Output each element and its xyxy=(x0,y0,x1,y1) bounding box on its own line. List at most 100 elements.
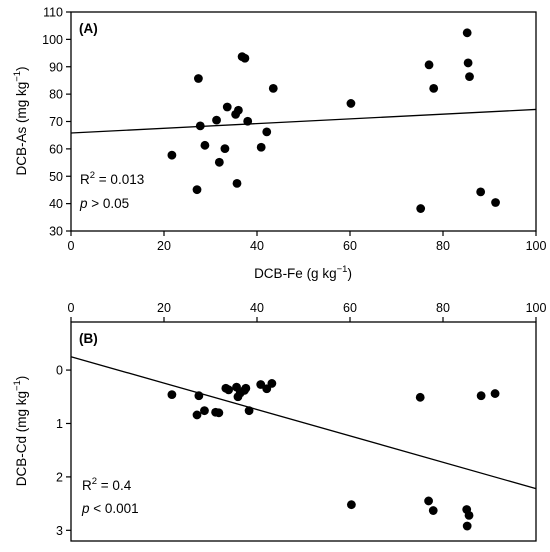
panel-b-ylabel-sup: −1 xyxy=(12,380,23,391)
panel-b-data-point xyxy=(224,385,234,395)
panel-b-x-ticks: 0 20 40 60 80 100 xyxy=(68,301,547,322)
panel-b-data-point xyxy=(192,410,202,420)
panel-a-data-point xyxy=(200,140,210,150)
panel-a-data-point xyxy=(256,142,266,152)
panel-a-data-point xyxy=(167,150,177,160)
panel-a-fit-line xyxy=(70,108,537,134)
panel-a-data-point xyxy=(220,144,230,154)
panel-b-x-tick-label: 20 xyxy=(157,301,171,315)
panel-b-r2-sup: 2 xyxy=(92,476,97,487)
panel-b-data-point xyxy=(424,496,433,506)
panel-a-x-tick-label: 100 xyxy=(526,239,547,253)
panel-a-data-point xyxy=(476,187,486,197)
panel-a-r2-sup: 2 xyxy=(90,170,95,181)
panel-a-y-tick-label: 60 xyxy=(49,142,63,156)
panel-b-data-point xyxy=(346,500,356,510)
panel-a-data-point xyxy=(194,74,203,83)
panel-a-r2-annotation: R2 = 0.013 xyxy=(80,170,144,187)
panel-a-data-point xyxy=(346,99,356,108)
panel-b-y-tick-label: 3 xyxy=(56,524,63,538)
panel-a-data-point xyxy=(465,72,474,82)
panel-b-data-point xyxy=(200,406,209,416)
panel-b-data-point xyxy=(464,510,474,520)
panel-a-x-tick-label: 60 xyxy=(343,239,357,253)
panel-b-y-tick-label: 0 xyxy=(56,364,63,378)
panel-a-data-point xyxy=(240,53,250,63)
panel-a-data-point xyxy=(268,83,278,93)
panel-a-xlabel-main: DCB-Fe (g kg xyxy=(254,266,337,281)
panel-b-x-tick-label: 100 xyxy=(526,301,547,315)
panel-b-ylabel-end: ) xyxy=(14,376,29,381)
panel-b-p-text: < 0.001 xyxy=(90,501,139,516)
panel-b-y-ticks: 0 1 2 3 xyxy=(56,364,71,538)
panel-a-x-axis-label: DCB-Fe (g kg−1) xyxy=(254,264,352,281)
panel-a-data-point xyxy=(491,198,500,207)
panel-a-data-point xyxy=(222,102,232,112)
panel-a-y-tick-label: 110 xyxy=(43,6,63,20)
panel-a-p-symbol: p xyxy=(79,196,88,211)
panel-a-y-tick-label: 50 xyxy=(49,170,63,184)
panel-a-points xyxy=(167,28,500,213)
panel-a-data-point xyxy=(192,185,202,195)
panel-a-ylabel-sup: −1 xyxy=(12,71,23,82)
panel-a-data-point xyxy=(424,60,434,70)
panel-a-data-point xyxy=(212,115,221,125)
panel-b-r2-prefix: R xyxy=(82,478,92,493)
panel-a-label: (A) xyxy=(79,21,98,36)
panel-b-x-tick-label: 80 xyxy=(436,301,450,315)
panel-a-data-point xyxy=(234,105,243,115)
panel-a-y-tick-label: 40 xyxy=(49,197,63,211)
panel-b-data-point xyxy=(415,392,425,402)
panel-a-ylabel-end: ) xyxy=(14,66,29,71)
panel-b-y-tick-label: 2 xyxy=(56,470,63,484)
panel-a-x-tick-label: 80 xyxy=(436,239,450,253)
panel-a-x-ticks: 0 20 40 60 80 100 xyxy=(68,231,547,253)
panel-b-data-point xyxy=(428,506,438,515)
panel-b-fit-line xyxy=(70,356,537,490)
panel-b-y-axis-label: DCB-Cd (mg kg−1) xyxy=(12,376,29,487)
panel-a-data-point xyxy=(232,178,242,188)
panel-b-ylabel-main: DCB-Cd (mg kg xyxy=(14,391,29,486)
panel-a-x-tick-label: 40 xyxy=(250,239,264,253)
panel-b-data-point xyxy=(476,391,486,401)
panel-b-label: (B) xyxy=(79,331,98,346)
panel-a-y-tick-label: 70 xyxy=(49,115,63,129)
panel-b-data-point xyxy=(267,379,277,388)
panel-a-x-tick-label: 20 xyxy=(157,239,171,253)
panel-a-data-point xyxy=(463,58,473,68)
panel-a-data-point xyxy=(214,157,224,167)
panel-b-p-symbol: p xyxy=(81,501,90,516)
panel-a-y-tick-label: 100 xyxy=(42,33,63,47)
panel-a-r2-prefix: R xyxy=(80,172,90,187)
panel-a-data-point xyxy=(429,83,439,93)
panel-b-data-point xyxy=(490,389,500,398)
panel-a-data-point xyxy=(262,127,272,137)
panel-a-y-ticks: 30 40 50 60 70 80 90 100 110 xyxy=(42,6,71,239)
panel-a-ylabel-main: DCB-As (mg kg xyxy=(14,82,29,176)
panel-a-xlabel-sup: −1 xyxy=(337,264,348,275)
panel-b-data-point xyxy=(167,390,177,400)
panel-a: 0 20 40 60 80 100 30 40 50 60 70 80 90 100 110 (A) R2… xyxy=(12,6,546,282)
panel-b-data-point xyxy=(462,521,472,531)
panel-a-xlabel-end: ) xyxy=(347,266,352,281)
panel-a-r2-value: = 0.013 xyxy=(95,172,144,187)
panel-a-y-axis-label: DCB-As (mg kg−1) xyxy=(12,66,29,175)
panel-b-points xyxy=(167,379,500,531)
panel-a-y-tick-label: 80 xyxy=(49,88,63,102)
panel-b-x-tick-label: 0 xyxy=(68,301,75,315)
panel-b-r2-value: = 0.4 xyxy=(97,478,132,493)
panel-b-y-tick-label: 1 xyxy=(56,417,63,431)
panel-b-r2-annotation: R2 = 0.4 xyxy=(82,476,132,493)
panel-b-data-point xyxy=(214,408,224,418)
panel-b-data-point xyxy=(241,383,251,393)
panel-a-y-tick-label: 30 xyxy=(49,225,63,239)
panel-b-p-annotation: p < 0.001 xyxy=(81,501,139,516)
panel-b-plot-frame xyxy=(70,321,537,542)
panel-a-data-point xyxy=(416,204,426,213)
panel-b-x-tick-label: 60 xyxy=(343,301,357,315)
panel-b-x-tick-label: 40 xyxy=(250,301,264,315)
panel-a-data-point xyxy=(462,28,472,38)
panel-a-x-tick-label: 0 xyxy=(68,239,75,253)
